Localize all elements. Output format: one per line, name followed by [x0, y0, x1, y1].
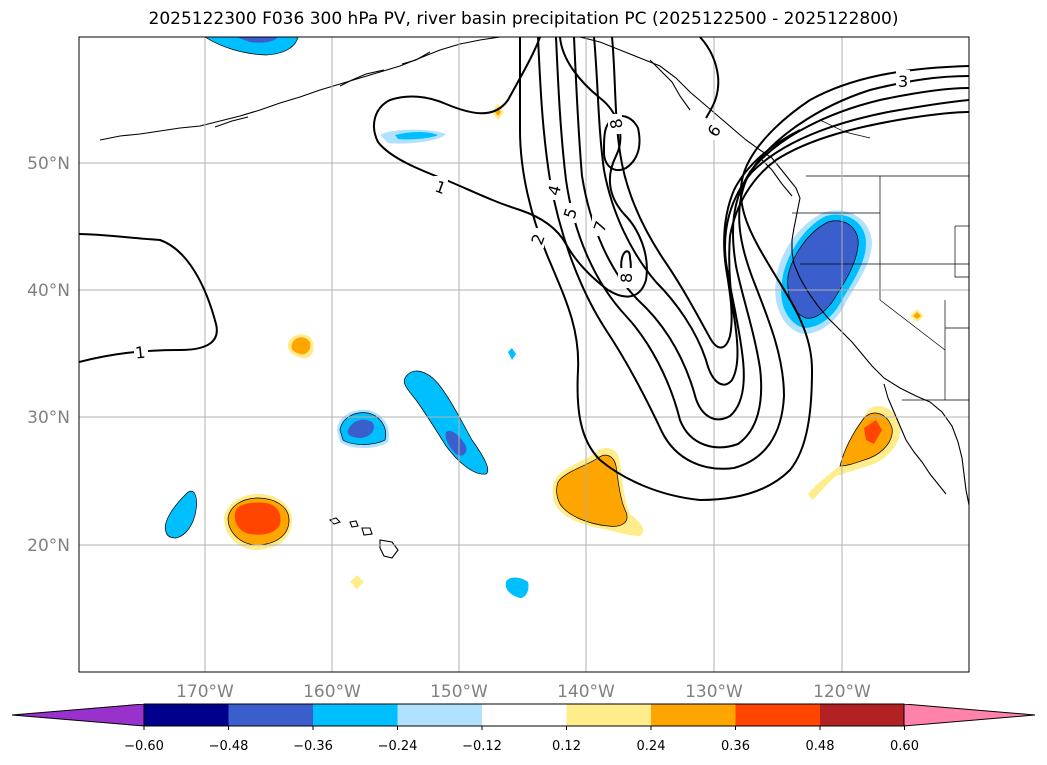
- colorbar: −0.60 −0.48 −0.36 −0.24 −0.12 0.12 0.24 0.36 0.4…: [11, 703, 1036, 754]
- colorbar-tick-label: −0.60: [124, 739, 164, 754]
- colorbar-tick-label: −0.36: [293, 739, 333, 754]
- lon-label-120w: 120°W: [813, 682, 871, 702]
- lat-label-40n: 40°N: [27, 281, 70, 301]
- colorbar-swatch: [313, 704, 398, 726]
- colorbar-tick-label: 0.36: [721, 739, 750, 754]
- colorbar-tick-label: −0.48: [209, 739, 249, 754]
- pv-contours: [79, 37, 969, 502]
- contour-label: 8: [617, 273, 636, 283]
- map-area: [79, 37, 969, 672]
- lon-label-170w: 170°W: [176, 682, 234, 702]
- contour-label: 3: [898, 72, 908, 91]
- latitude-labels: 50°N 40°N 30°N 20°N: [27, 154, 70, 556]
- borders: [792, 119, 969, 401]
- colorbar-swatch: [820, 704, 905, 726]
- precip-outlines: [164, 37, 893, 546]
- lon-label-130w: 130°W: [685, 682, 743, 702]
- graticule: [79, 37, 969, 672]
- lat-label-20n: 20°N: [27, 536, 70, 556]
- colorbar-swatch: [651, 704, 736, 726]
- contour-label: 8: [606, 117, 626, 130]
- colorbar-swatch: [904, 704, 1035, 726]
- coastlines: [99, 37, 969, 559]
- lat-label-30n: 30°N: [27, 408, 70, 428]
- colorbar-swatch: [735, 704, 821, 726]
- map-title: 2025122300 F036 300 hPa PV, river basin …: [148, 9, 899, 29]
- map-frame: [78, 36, 970, 673]
- colorbar-swatch: [566, 704, 652, 726]
- contour-label: 4: [544, 183, 565, 198]
- colorbar-swatch: [228, 704, 314, 726]
- precip-shading: [165, 37, 924, 598]
- colorbar-tick-label: 0.60: [890, 739, 919, 754]
- colorbar-tick-label: −0.12: [462, 739, 502, 754]
- lon-label-160w: 160°W: [303, 682, 361, 702]
- colorbar-tick-label: −0.24: [378, 739, 418, 754]
- colorbar-tick-label: 0.12: [552, 739, 581, 754]
- contour-label-bg: [134, 70, 910, 361]
- colorbar-swatch: [12, 704, 144, 726]
- lat-label-50n: 50°N: [27, 154, 70, 174]
- colorbar-swatch: [397, 704, 483, 726]
- lon-label-150w: 150°W: [430, 682, 488, 702]
- colorbar-swatch: [482, 704, 567, 726]
- contour-label: 1: [134, 343, 146, 363]
- longitude-labels: 170°W 160°W 150°W 140°W 130°W 120°W: [176, 682, 871, 702]
- colorbar-tick-label: 0.24: [637, 739, 666, 754]
- colorbar-swatch: [144, 704, 229, 726]
- lon-label-140w: 140°W: [557, 682, 615, 702]
- colorbar-tick-label: 0.48: [806, 739, 835, 754]
